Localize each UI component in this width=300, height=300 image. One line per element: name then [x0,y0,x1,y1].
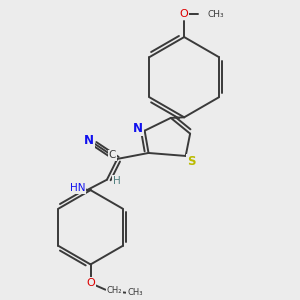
Text: H: H [112,176,120,186]
Text: N: N [84,134,94,147]
Text: N: N [133,122,143,135]
Text: CH₃: CH₃ [207,10,224,19]
Text: O: O [86,278,95,288]
Text: HN: HN [70,183,86,193]
Text: CH₃: CH₃ [127,288,142,297]
Text: O: O [180,9,189,19]
Text: S: S [187,155,195,168]
Text: CH₂: CH₂ [107,286,122,296]
Text: C: C [109,150,116,160]
